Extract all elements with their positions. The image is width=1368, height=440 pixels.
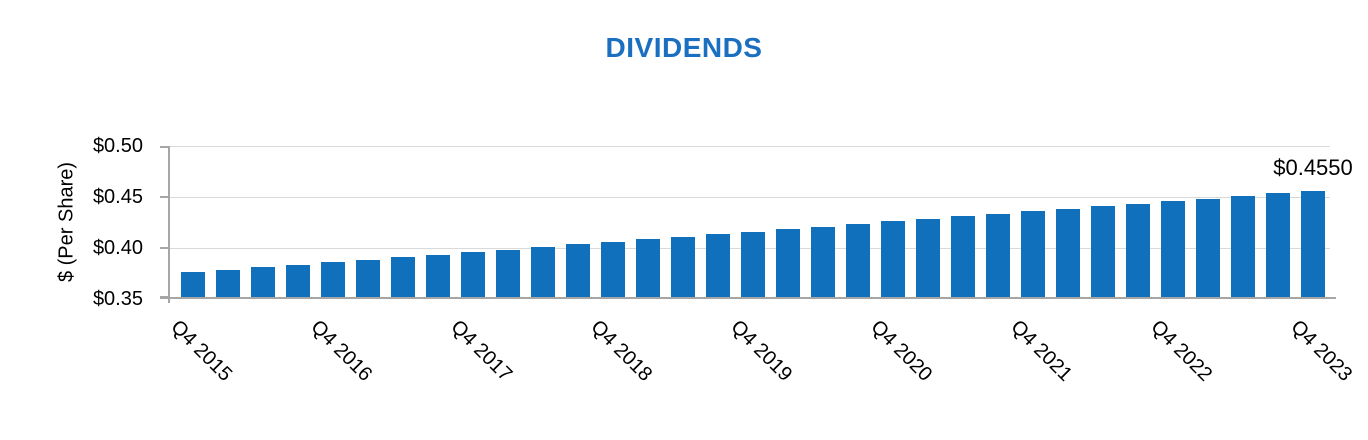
y-tick-label: $0.40 bbox=[92, 237, 143, 259]
x-tick-label: Q4 2019 bbox=[726, 316, 797, 386]
gridline-0.45 bbox=[168, 197, 1330, 198]
plot-area: Q4 2015 Q4 2016 Q4 2017 Q4 2018 Q4 2019 Q4 20… bbox=[160, 146, 1356, 386]
y-axis-tick bbox=[160, 196, 168, 198]
bar-5 bbox=[356, 260, 380, 298]
bar-value-annotation: $0.4550 bbox=[1273, 155, 1353, 180]
bar-7 bbox=[426, 255, 450, 298]
bar-17 bbox=[776, 229, 800, 298]
bar-11 bbox=[566, 244, 590, 298]
bar-23 bbox=[986, 214, 1010, 298]
bar-22 bbox=[951, 216, 975, 298]
bar-30 bbox=[1231, 196, 1255, 298]
x-tick-label: Q4 2017 bbox=[446, 316, 517, 386]
x-tick-label: Q4 2023 bbox=[1286, 316, 1357, 386]
bar-29 bbox=[1196, 199, 1220, 298]
chart-title: DIVIDENDS bbox=[605, 32, 763, 63]
bar-26 bbox=[1091, 206, 1115, 298]
bar-31 bbox=[1266, 193, 1290, 298]
x-tick-label: Q4 2021 bbox=[1006, 316, 1077, 386]
x-tick-label: Q4 2015 bbox=[166, 316, 237, 386]
bar-13 bbox=[636, 239, 660, 298]
bar-10 bbox=[531, 247, 555, 298]
y-axis-tick bbox=[160, 247, 168, 249]
bar-0 bbox=[181, 272, 205, 298]
y-axis-line bbox=[168, 146, 170, 303]
bar-2 bbox=[251, 267, 275, 298]
x-tick-label: Q4 2022 bbox=[1146, 316, 1217, 386]
x-axis-line bbox=[160, 297, 1336, 299]
bar-14 bbox=[671, 237, 695, 298]
bar-19 bbox=[846, 224, 870, 298]
x-tick-label: Q4 2016 bbox=[306, 316, 377, 386]
bar-25 bbox=[1056, 209, 1080, 298]
gridline-0.50 bbox=[168, 146, 1330, 147]
bar-4 bbox=[321, 262, 345, 298]
bar-6 bbox=[391, 257, 415, 298]
bar-28 bbox=[1161, 201, 1185, 298]
y-axis-title: $ (Per Share) bbox=[55, 161, 78, 283]
bar-24 bbox=[1021, 211, 1045, 298]
bar-21 bbox=[916, 219, 940, 298]
bar-32 bbox=[1301, 191, 1325, 298]
bar-3 bbox=[286, 265, 310, 298]
y-tick-label: $0.35 bbox=[92, 288, 143, 310]
x-tick-label: Q4 2020 bbox=[866, 316, 937, 386]
bar-18 bbox=[811, 227, 835, 298]
y-axis-tick bbox=[160, 146, 168, 148]
bar-8 bbox=[461, 252, 485, 298]
y-tick-label: $0.50 bbox=[92, 135, 143, 157]
bar-12 bbox=[601, 242, 625, 298]
bar-15 bbox=[706, 234, 730, 298]
x-tick-label: Q4 2018 bbox=[586, 316, 657, 386]
y-tick-label: $0.45 bbox=[92, 186, 143, 208]
bar-20 bbox=[881, 221, 905, 298]
bar-1 bbox=[216, 270, 240, 298]
bar-27 bbox=[1126, 204, 1150, 298]
bar-9 bbox=[496, 250, 520, 298]
bar-16 bbox=[741, 232, 765, 298]
